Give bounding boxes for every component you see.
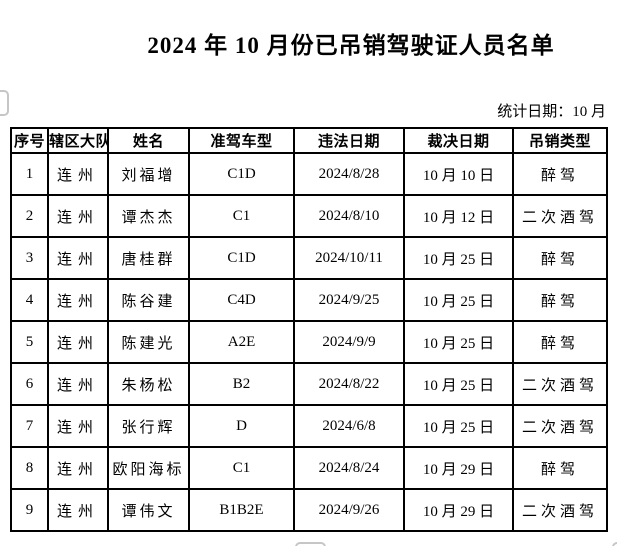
table-cell: 8 — [10, 446, 49, 490]
table-cell: 连州 — [47, 446, 109, 490]
column-header: 吊销类型 — [512, 127, 608, 154]
table-header-row: 序号 辖区大队 姓名 准驾车型 违法日期 裁决日期 吊销类型 — [10, 127, 608, 154]
table-cell: 4 — [10, 278, 49, 322]
table-cell: 醉驾 — [512, 236, 608, 280]
column-header: 姓名 — [107, 127, 190, 154]
table-cell: B2 — [188, 362, 295, 406]
table-row: 2 连州 谭杰杰 C1 2024/8/10 10 月 12 日二次酒驾 — [10, 194, 608, 238]
table-cell: A2E — [188, 320, 295, 364]
table-cell: 2024/9/26 — [293, 488, 405, 532]
table-cell: 连州 — [47, 488, 109, 532]
table-cell: C1 — [188, 446, 295, 490]
table-cell: 连州 — [47, 194, 109, 238]
table-cell: 欧阳海标 — [107, 446, 190, 490]
table-cell: 朱杨松 — [107, 362, 190, 406]
column-header: 辖区大队 — [47, 127, 109, 154]
table-cell: 张行辉 — [107, 404, 190, 448]
table-cell: 2024/9/9 — [293, 320, 405, 364]
table-cell: C1D — [188, 236, 295, 280]
table-cell: 10 月 29 日 — [403, 446, 514, 490]
table-cell: 陈建光 — [107, 320, 190, 364]
table-cell: 二次酒驾 — [512, 488, 608, 532]
table-row: 8 连州 欧阳海标 C1 2024/8/24 10 月 29 日醉驾 — [10, 446, 608, 490]
table-cell: 谭伟文 — [107, 488, 190, 532]
table-cell: 2024/8/24 — [293, 446, 405, 490]
table-cell: D — [188, 404, 295, 448]
table-cell: 刘福增 — [107, 152, 190, 196]
column-header: 违法日期 — [293, 127, 405, 154]
table-cell: 醉驾 — [512, 320, 608, 364]
table-cell: 7 — [10, 404, 49, 448]
table-row: 9 连州 谭伟文 B1B2E 2024/9/26 10 月 29 日二次酒驾 — [10, 488, 608, 532]
table-cell: 10 月 25 日 — [403, 362, 514, 406]
table-row: 1 连州 刘福增 C1D 2024/8/28 10 月 10 日醉驾 — [10, 152, 608, 196]
table-cell: 2024/9/25 — [293, 278, 405, 322]
table-cell: 10 月 25 日 — [403, 320, 514, 364]
table-row: 7 连州 张行辉 D 2024/6/8 10 月 25 日二次酒驾 — [10, 404, 608, 448]
table-row: 4 连州 陈谷建 C4D 2024/9/25 10 月 25 日醉驾 — [10, 278, 608, 322]
table-cell: 唐桂群 — [107, 236, 190, 280]
table-row: 3 连州 唐桂群 C1D 2024/10/11 10 月 25 日醉驾 — [10, 236, 608, 280]
table-cell: 2024/6/8 — [293, 404, 405, 448]
table-cell: 3 — [10, 236, 49, 280]
table-cell: 连州 — [47, 362, 109, 406]
table-cell: B1B2E — [188, 488, 295, 532]
table-cell: 2024/8/28 — [293, 152, 405, 196]
table-cell: 2024/10/11 — [293, 236, 405, 280]
table-cell: 9 — [10, 488, 49, 532]
column-header: 序号 — [10, 127, 49, 154]
table-cell: 连州 — [47, 278, 109, 322]
table-cell: 10 月 25 日 — [403, 278, 514, 322]
table-cell: 连州 — [47, 152, 109, 196]
table-cell: 醉驾 — [512, 446, 608, 490]
table-cell: C1 — [188, 194, 295, 238]
table-cell: 连州 — [47, 236, 109, 280]
partial-button-corner[interactable] — [612, 542, 617, 546]
page-title: 2024 年 10 月份已吊销驾驶证人员名单 — [147, 33, 555, 58]
table-cell: 10 月 10 日 — [403, 152, 514, 196]
table-cell: 5 — [10, 320, 49, 364]
table-cell: 2 — [10, 194, 49, 238]
table-cell: 二次酒驾 — [512, 194, 608, 238]
partial-button-bottom[interactable] — [295, 542, 326, 546]
table-cell: 二次酒驾 — [512, 362, 608, 406]
table-cell: 陈谷建 — [107, 278, 190, 322]
table-cell: 2024/8/22 — [293, 362, 405, 406]
table-cell: 二次酒驾 — [512, 404, 608, 448]
table-cell: 2024/8/10 — [293, 194, 405, 238]
table-cell: 谭杰杰 — [107, 194, 190, 238]
partial-button-left[interactable] — [0, 90, 9, 116]
table-row: 6 连州 朱杨松 B2 2024/8/22 10 月 25 日二次酒驾 — [10, 362, 608, 406]
table-cell: 10 月 25 日 — [403, 236, 514, 280]
table-cell: C1D — [188, 152, 295, 196]
table-cell: 10 月 12 日 — [403, 194, 514, 238]
table-cell: 连州 — [47, 320, 109, 364]
table-cell: 10 月 29 日 — [403, 488, 514, 532]
table-cell: 醉驾 — [512, 152, 608, 196]
stat-date-label: 统计日期：10 月 — [497, 104, 606, 120]
column-header: 裁决日期 — [403, 127, 514, 154]
revoked-license-table: 序号 辖区大队 姓名 准驾车型 违法日期 裁决日期 吊销类型 1 连州 刘福增 C1D 2024/8… — [10, 127, 608, 532]
table-cell: 1 — [10, 152, 49, 196]
table-cell: 连州 — [47, 404, 109, 448]
table-cell: C4D — [188, 278, 295, 322]
table-row: 5 连州 陈建光 A2E 2024/9/9 10 月 25 日醉驾 — [10, 320, 608, 364]
table-cell: 6 — [10, 362, 49, 406]
column-header: 准驾车型 — [188, 127, 295, 154]
table-cell: 10 月 25 日 — [403, 404, 514, 448]
table-cell: 醉驾 — [512, 278, 608, 322]
